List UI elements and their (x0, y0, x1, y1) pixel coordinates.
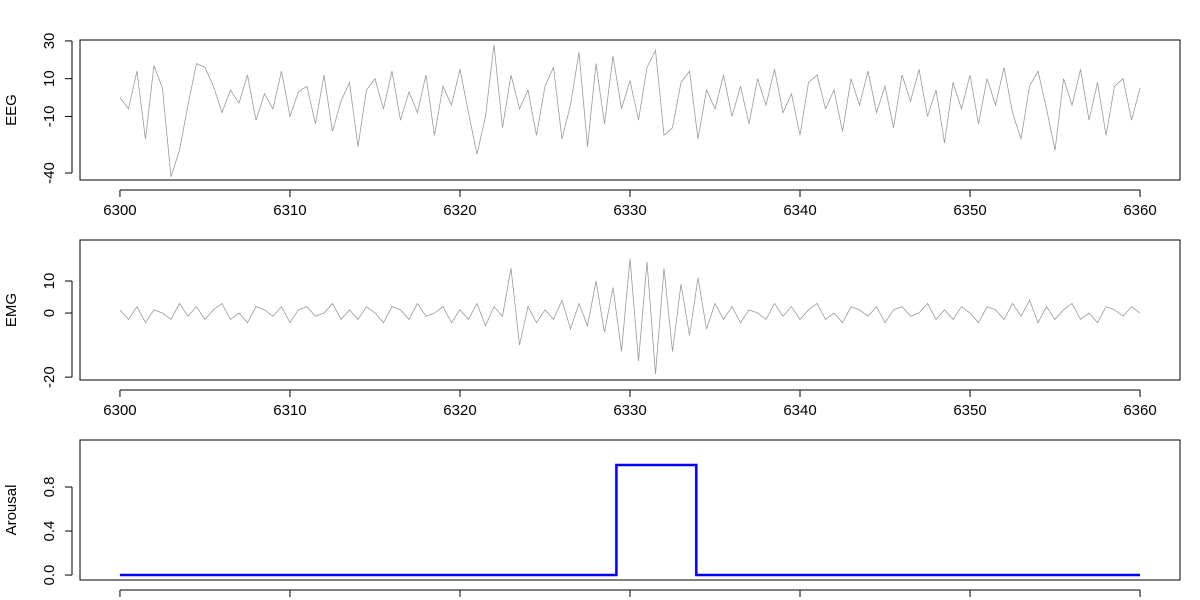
y-tick-label: 0 (41, 309, 58, 317)
x-tick-label: 6350 (953, 402, 986, 419)
signal-line (119, 44, 1141, 177)
signal-line (119, 258, 1141, 374)
y-tick-label: 0.4 (41, 521, 58, 542)
x-tick-label: 6350 (953, 202, 986, 219)
x-tick-label: 6320 (443, 402, 476, 419)
x-tick-label: 6300 (103, 202, 136, 219)
plot-box (79, 239, 1181, 381)
signal-line (119, 463, 1141, 577)
x-tick-label: 6330 (613, 202, 646, 219)
x-tick-label: 6310 (273, 402, 306, 419)
y-tick-label: -10 (41, 106, 58, 128)
y-tick-label: 30 (41, 33, 58, 50)
y-axis-title: EEG (3, 94, 20, 126)
y-axis-title: Arousal (3, 485, 20, 536)
plot-box (79, 439, 1181, 581)
x-tick-label: 6360 (1123, 202, 1156, 219)
x-tick-label: 6340 (783, 202, 816, 219)
y-tick-label: 0.0 (41, 565, 58, 586)
x-tick-label: 6360 (1123, 402, 1156, 419)
y-tick-label: 10 (41, 70, 58, 87)
x-tick-label: 6300 (103, 402, 136, 419)
x-tick-label: 6340 (783, 402, 816, 419)
y-tick-label: -40 (41, 162, 58, 184)
plot-box (79, 39, 1181, 181)
y-tick-label: 10 (41, 273, 58, 290)
y-tick-label: 0.8 (41, 477, 58, 498)
y-axis-title: EMG (3, 293, 20, 327)
y-tick-label: -20 (41, 366, 58, 388)
x-tick-label: 6310 (273, 202, 306, 219)
x-tick-label: 6330 (613, 402, 646, 419)
x-tick-label: 6320 (443, 202, 476, 219)
